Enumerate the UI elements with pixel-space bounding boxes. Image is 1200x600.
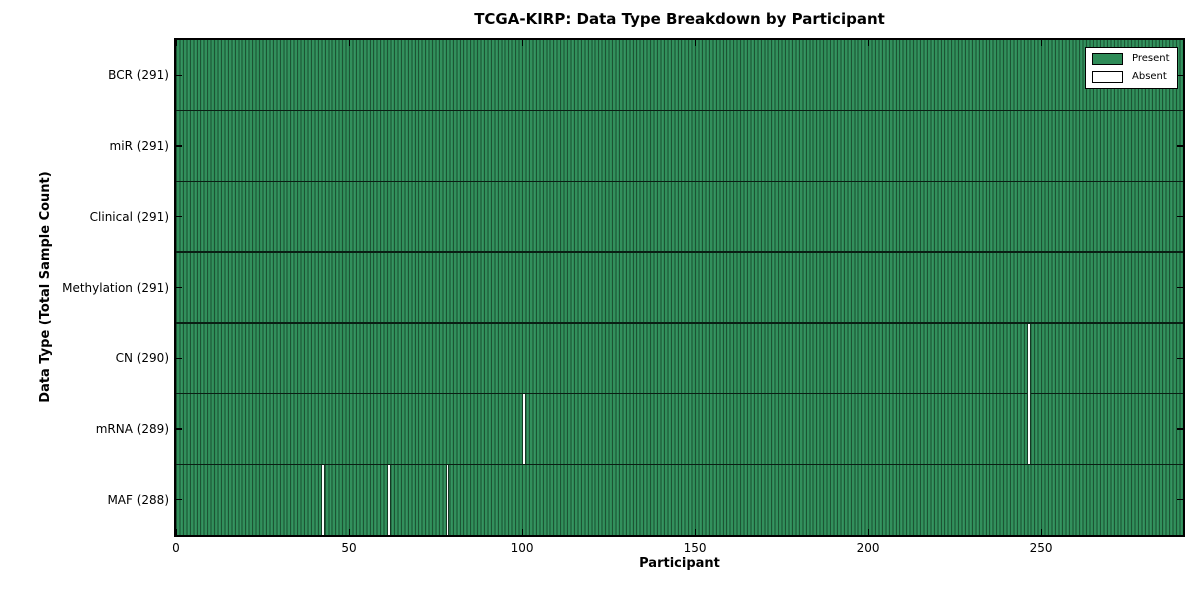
y-tick-mark — [176, 74, 182, 76]
y-tick-mark — [1177, 145, 1183, 147]
y-tick-label-bcr: BCR (291) — [108, 68, 169, 83]
chart-title: TCGA-KIRP: Data Type Breakdown by Partic… — [474, 10, 885, 28]
x-tick-label: 150 — [683, 541, 707, 555]
x-tick-mark — [522, 529, 524, 535]
x-tick-mark — [176, 529, 178, 535]
legend-entry-absent: Absent — [1092, 71, 1171, 83]
row-separator — [176, 180, 1183, 183]
x-tick-label: 50 — [341, 541, 357, 555]
x-tick-mark — [695, 40, 697, 46]
x-axis-label: Participant — [639, 556, 720, 571]
absent-bar-cn-246 — [1027, 323, 1031, 394]
y-tick-mark — [176, 499, 182, 501]
row-separator — [176, 110, 1183, 112]
row-separator — [176, 463, 1183, 465]
y-tick-mark — [176, 357, 182, 359]
x-tick-mark — [695, 529, 697, 535]
y-tick-mark — [176, 428, 182, 430]
y-tick-label-mir: miR (291) — [109, 139, 169, 154]
y-tick-mark — [1177, 286, 1183, 289]
y-tick-label-mrna: mRNA (289) — [95, 421, 169, 436]
x-tick-label: 0 — [172, 541, 180, 555]
y-tick-label-maf: MAF (288) — [107, 492, 169, 507]
x-tick-label: 250 — [1029, 541, 1053, 555]
legend: Present Absent — [1085, 47, 1178, 89]
x-tick-mark — [1041, 529, 1043, 535]
x-tick-mark — [868, 40, 870, 46]
x-tick-label: 100 — [510, 541, 534, 555]
absent-bar-mrna-100 — [522, 394, 526, 465]
y-tick-mark — [176, 145, 182, 147]
x-tick-mark — [349, 40, 351, 46]
y-tick-mark — [1177, 428, 1183, 430]
absent-bar-maf-78 — [445, 464, 450, 535]
legend-label-present: Present — [1132, 53, 1170, 64]
y-tick-mark — [176, 286, 182, 289]
row-separator — [176, 322, 1183, 324]
absent-bar-maf-42 — [321, 464, 325, 535]
legend-label-absent: Absent — [1132, 71, 1167, 82]
x-tick-mark — [868, 529, 870, 535]
x-tick-mark — [349, 529, 351, 535]
legend-entry-present: Present — [1092, 53, 1171, 65]
x-tick-mark — [1041, 40, 1043, 46]
row-separator — [176, 251, 1183, 253]
y-tick-mark — [1177, 499, 1183, 501]
x-tick-mark — [176, 40, 178, 46]
row-separator — [176, 392, 1183, 395]
y-tick-mark — [1177, 74, 1183, 76]
y-tick-label-cn: CN (290) — [115, 351, 169, 366]
y-tick-mark — [1177, 216, 1183, 218]
absent-bar-maf-61 — [387, 464, 391, 535]
plot-area — [176, 40, 1183, 535]
x-tick-label: 200 — [856, 541, 880, 555]
x-tick-mark — [522, 40, 524, 46]
legend-swatch-present-icon — [1092, 53, 1123, 65]
y-tick-label-clinical: Clinical (291) — [89, 209, 169, 224]
legend-swatch-absent-icon — [1092, 71, 1123, 83]
y-tick-label-methylation: Methylation (291) — [62, 280, 169, 295]
y-tick-mark — [1177, 357, 1183, 359]
y-tick-mark — [176, 216, 182, 218]
absent-bar-mrna-246 — [1027, 392, 1031, 465]
